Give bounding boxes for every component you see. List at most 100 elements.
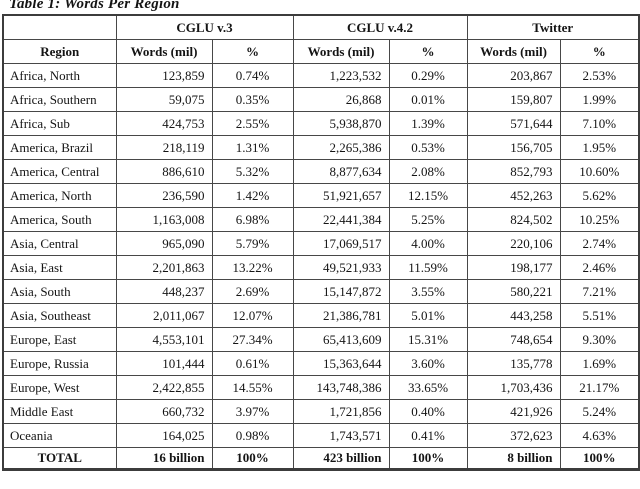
words-cell: 203,867 xyxy=(466,63,561,88)
percent-cell: 7.21% xyxy=(559,279,640,304)
words-cell: 164,025 xyxy=(115,423,213,448)
percent-cell: 2.74% xyxy=(559,231,640,256)
percent-cell: 2.55% xyxy=(211,111,294,136)
table-row: America, Central 886,610 5.32% 8,877,634 2.0… xyxy=(2,159,640,184)
words-cell: 218,119 xyxy=(115,135,213,160)
region-cell: Africa, North xyxy=(2,63,117,88)
percent-cell: 27.34% xyxy=(211,327,294,352)
total-words-cell: 16 billion xyxy=(115,447,213,470)
words-cell: 965,090 xyxy=(115,231,213,256)
table-row: Asia, South 448,237 2.69% 15,147,872 3.55% 58… xyxy=(2,279,640,304)
percent-cell: 1.31% xyxy=(211,135,294,160)
words-cell: 135,778 xyxy=(466,351,561,376)
percent-cell: 3.97% xyxy=(211,399,294,424)
words-cell: 1,721,856 xyxy=(292,399,390,424)
words-cell: 15,363,644 xyxy=(292,351,390,376)
words-cell: 159,807 xyxy=(466,87,561,112)
column-header-row: Region Words (mil) % Words (mil) % Words… xyxy=(2,39,640,64)
region-cell: Asia, South xyxy=(2,279,117,304)
words-cell: 4,553,101 xyxy=(115,327,213,352)
column-header-percent-2: % xyxy=(388,39,468,64)
total-row: TOTAL 16 billion 100% 423 billion 100% 8… xyxy=(2,447,640,470)
table-row: America, North 236,590 1.42% 51,921,657 12.1… xyxy=(2,183,640,208)
words-cell: 748,654 xyxy=(466,327,561,352)
percent-cell: 3.55% xyxy=(388,279,468,304)
percent-cell: 1.39% xyxy=(388,111,468,136)
words-cell: 660,732 xyxy=(115,399,213,424)
table-row: America, South 1,163,008 6.98% 22,441,384 5.… xyxy=(2,207,640,232)
region-cell: Europe, Russia xyxy=(2,351,117,376)
total-label-cell: TOTAL xyxy=(2,447,117,470)
percent-cell: 6.98% xyxy=(211,207,294,232)
percent-cell: 11.59% xyxy=(388,255,468,280)
words-cell: 886,610 xyxy=(115,159,213,184)
percent-cell: 10.25% xyxy=(559,207,640,232)
region-cell: Asia, East xyxy=(2,255,117,280)
percent-cell: 5.01% xyxy=(388,303,468,328)
words-cell: 580,221 xyxy=(466,279,561,304)
percent-cell: 21.17% xyxy=(559,375,640,400)
words-cell: 143,748,386 xyxy=(292,375,390,400)
region-cell: Middle East xyxy=(2,399,117,424)
words-cell: 8,877,634 xyxy=(292,159,390,184)
table-row: Middle East 660,732 3.97% 1,721,856 0.40% 421… xyxy=(2,399,640,424)
table-row: Oceania 164,025 0.98% 1,743,571 0.41% 372,623… xyxy=(2,423,640,448)
words-cell: 101,444 xyxy=(115,351,213,376)
words-cell: 424,753 xyxy=(115,111,213,136)
column-header-words-2: Words (mil) xyxy=(292,39,390,64)
percent-cell: 2.53% xyxy=(559,63,640,88)
words-cell: 824,502 xyxy=(466,207,561,232)
total-words-cell: 8 billion xyxy=(466,447,561,470)
words-cell: 1,223,532 xyxy=(292,63,390,88)
percent-cell: 1.69% xyxy=(559,351,640,376)
words-cell: 1,743,571 xyxy=(292,423,390,448)
region-cell: America, North xyxy=(2,183,117,208)
words-cell: 448,237 xyxy=(115,279,213,304)
percent-cell: 12.15% xyxy=(388,183,468,208)
percent-cell: 4.63% xyxy=(559,423,640,448)
percent-cell: 5.79% xyxy=(211,231,294,256)
percent-cell: 33.65% xyxy=(388,375,468,400)
region-cell: America, Central xyxy=(2,159,117,184)
words-cell: 236,590 xyxy=(115,183,213,208)
table-caption: Table 1: Words Per Region xyxy=(9,0,180,12)
percent-cell: 4.00% xyxy=(388,231,468,256)
region-cell: America, South xyxy=(2,207,117,232)
region-cell: Africa, Southern xyxy=(2,87,117,112)
percent-cell: 5.32% xyxy=(211,159,294,184)
percent-cell: 3.60% xyxy=(388,351,468,376)
percent-cell: 1.95% xyxy=(559,135,640,160)
column-header-words-1: Words (mil) xyxy=(115,39,213,64)
percent-cell: 9.30% xyxy=(559,327,640,352)
percent-cell: 0.40% xyxy=(388,399,468,424)
words-cell: 123,859 xyxy=(115,63,213,88)
percent-cell: 0.74% xyxy=(211,63,294,88)
percent-cell: 15.31% xyxy=(388,327,468,352)
percent-cell: 0.01% xyxy=(388,87,468,112)
group-header-empty xyxy=(2,14,117,40)
table-row: Africa, Sub 424,753 2.55% 5,938,870 1.39% 571… xyxy=(2,111,640,136)
region-cell: Asia, Southeast xyxy=(2,303,117,328)
words-cell: 372,623 xyxy=(466,423,561,448)
words-cell: 1,703,436 xyxy=(466,375,561,400)
group-header-cglu-v3: CGLU v.3 xyxy=(115,14,294,40)
percent-cell: 0.29% xyxy=(388,63,468,88)
table-footer: TOTAL 16 billion 100% 423 billion 100% 8… xyxy=(2,447,640,470)
words-cell: 17,069,517 xyxy=(292,231,390,256)
percent-cell: 0.61% xyxy=(211,351,294,376)
table-row: Africa, North 123,859 0.74% 1,223,532 0.29% 2… xyxy=(2,63,640,88)
region-cell: America, Brazil xyxy=(2,135,117,160)
table-row: Africa, Southern 59,075 0.35% 26,868 0.01% 15… xyxy=(2,87,640,112)
percent-cell: 0.98% xyxy=(211,423,294,448)
table-body: Africa, North 123,859 0.74% 1,223,532 0.29% 2… xyxy=(2,63,640,448)
words-cell: 443,258 xyxy=(466,303,561,328)
words-cell: 2,265,386 xyxy=(292,135,390,160)
group-header-twitter: Twitter xyxy=(466,14,640,40)
words-cell: 59,075 xyxy=(115,87,213,112)
percent-cell: 1.99% xyxy=(559,87,640,112)
total-percent-cell: 100% xyxy=(559,447,640,470)
table-row: Asia, East 2,201,863 13.22% 49,521,933 11.59… xyxy=(2,255,640,280)
percent-cell: 5.25% xyxy=(388,207,468,232)
percent-cell: 0.53% xyxy=(388,135,468,160)
percent-cell: 5.51% xyxy=(559,303,640,328)
